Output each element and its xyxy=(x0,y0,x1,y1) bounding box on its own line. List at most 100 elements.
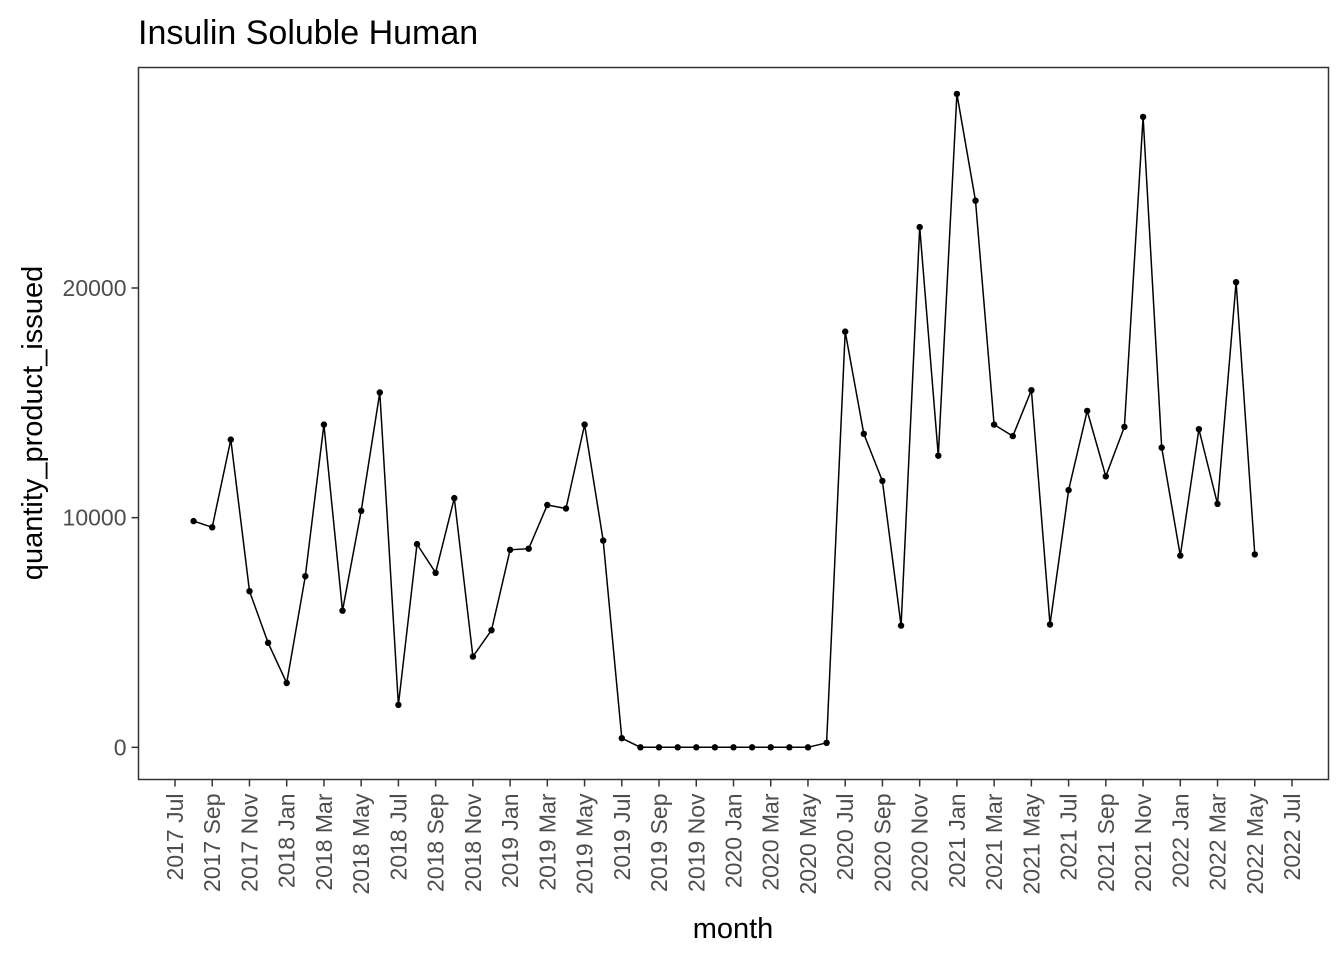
x-tick-label: 2021 Sep xyxy=(1093,794,1119,892)
data-point xyxy=(1046,621,1054,628)
data-point xyxy=(953,90,961,98)
data-point xyxy=(916,223,923,231)
y-axis-title: quantity_product_issued xyxy=(17,266,49,580)
data-point xyxy=(227,436,234,443)
data-point xyxy=(748,744,756,751)
x-tick-label: 2019 Mar xyxy=(534,793,560,891)
data-point xyxy=(804,744,812,751)
x-tick-label: 2022 Jan xyxy=(1167,794,1193,889)
x-tick-label: 2018 Jul xyxy=(385,794,411,881)
x-tick-label: 2019 May xyxy=(572,793,598,895)
data-point xyxy=(413,540,421,548)
data-point xyxy=(264,639,272,646)
data-point xyxy=(1028,387,1035,394)
data-point xyxy=(302,573,309,580)
data-point xyxy=(1009,432,1016,440)
data-point xyxy=(600,537,607,544)
x-tick-label: 2018 May xyxy=(348,793,374,895)
data-point xyxy=(581,421,588,428)
x-tick-label: 2019 Jul xyxy=(609,794,635,881)
data-point xyxy=(283,679,290,687)
x-tick-label: 2018 Mar xyxy=(311,793,337,891)
data-point xyxy=(1251,551,1259,558)
x-tick-label: 2019 Sep xyxy=(646,794,672,892)
series-group xyxy=(190,90,1259,751)
x-tick-label: 2021 Jan xyxy=(944,794,970,889)
x-tick-label: 2020 May xyxy=(795,793,821,895)
x-tick-label: 2020 Jan xyxy=(721,794,747,889)
y-axis: 0 10000 20000 xyxy=(63,275,139,760)
data-point xyxy=(1084,407,1091,415)
x-tick-label: 2017 Jul xyxy=(162,794,188,881)
y-tick-label: 10000 xyxy=(63,505,127,531)
data-point xyxy=(1102,473,1110,480)
data-point xyxy=(1177,552,1184,559)
data-point xyxy=(786,744,793,751)
x-tick-label: 2022 May xyxy=(1242,793,1268,895)
x-tick-label: 2020 Nov xyxy=(907,793,933,892)
data-point xyxy=(339,607,346,614)
x-tick-label: 2021 May xyxy=(1018,793,1044,895)
data-point xyxy=(972,197,979,204)
data-point xyxy=(823,739,830,746)
x-tick-label: 2017 Sep xyxy=(199,794,225,892)
x-tick-label: 2020 Mar xyxy=(758,793,784,891)
data-point xyxy=(451,494,458,502)
x-tick-label: 2021 Mar xyxy=(981,793,1007,891)
data-point xyxy=(990,421,998,428)
data-point xyxy=(209,524,216,531)
data-point xyxy=(395,701,402,709)
data-point xyxy=(655,744,663,751)
data-point xyxy=(358,507,365,514)
data-point xyxy=(1214,500,1221,508)
data-point xyxy=(674,744,681,751)
x-tick-label: 2018 Nov xyxy=(460,793,486,892)
data-point xyxy=(1195,426,1203,433)
series-line xyxy=(193,93,1256,749)
x-tick-label: 2018 Jan xyxy=(274,794,300,889)
data-point xyxy=(860,430,867,437)
y-tick-label: 20000 xyxy=(63,275,127,301)
data-point xyxy=(618,735,625,742)
x-tick-label: 2018 Sep xyxy=(423,794,449,892)
y-tick-label: 0 xyxy=(114,734,127,760)
data-point xyxy=(506,546,514,553)
x-axis: 2017 Jul 2017 Sep 2017 Nov 2018 Jan 2018 Mar… xyxy=(162,779,1305,895)
data-point xyxy=(469,653,477,660)
data-point xyxy=(842,328,849,335)
x-tick-label: 2017 Nov xyxy=(236,793,262,892)
x-tick-label: 2021 Jul xyxy=(1056,794,1082,881)
x-tick-label: 2019 Jan xyxy=(497,794,523,889)
x-tick-label: 2022 Mar xyxy=(1205,793,1231,891)
data-point xyxy=(320,421,328,428)
data-point xyxy=(190,517,197,525)
chart-title: Insulin Soluble Human xyxy=(138,14,478,52)
x-tick-label: 2019 Nov xyxy=(683,793,709,892)
data-point xyxy=(637,744,644,751)
plot-panel xyxy=(137,66,1330,781)
data-point xyxy=(544,501,551,509)
data-point xyxy=(376,389,383,396)
data-point xyxy=(1158,444,1165,451)
data-point xyxy=(432,569,439,576)
data-point xyxy=(693,744,700,751)
data-point xyxy=(1065,486,1072,494)
x-tick-label: 2022 Jul xyxy=(1279,794,1305,881)
x-tick-label: 2020 Jul xyxy=(832,794,858,881)
data-point xyxy=(730,744,737,751)
data-point xyxy=(488,627,495,634)
data-point xyxy=(1139,113,1147,121)
data-point xyxy=(935,452,942,459)
data-point xyxy=(1121,423,1128,431)
data-point xyxy=(1232,279,1240,286)
x-axis-title: month xyxy=(693,913,774,945)
data-point xyxy=(525,545,532,552)
data-point xyxy=(246,588,253,595)
data-point xyxy=(879,477,886,485)
x-tick-label: 2021 Nov xyxy=(1130,793,1156,892)
data-point xyxy=(897,622,905,629)
data-point xyxy=(711,744,719,751)
data-point xyxy=(767,744,774,751)
data-point xyxy=(562,505,570,512)
